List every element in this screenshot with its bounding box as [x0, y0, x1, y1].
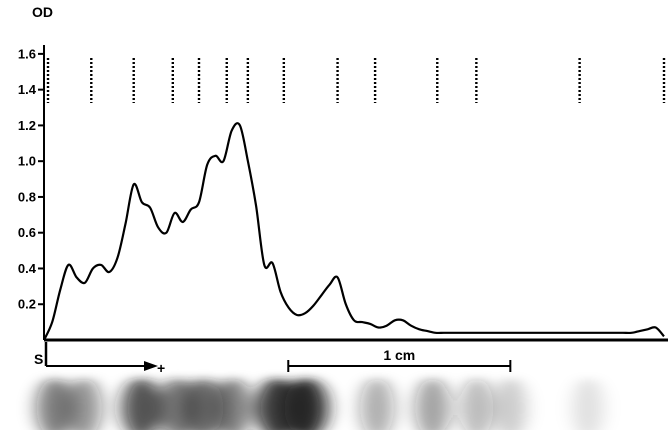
direction-label: + — [157, 360, 165, 376]
gel-strip — [36, 377, 672, 430]
y-tick-label: 0.8 — [18, 189, 36, 204]
y-tick-label: 1.2 — [18, 118, 36, 133]
start-label: S — [34, 351, 43, 367]
density-curve — [43, 122, 665, 341]
density-curve-group — [43, 122, 665, 341]
y-tick-label: 0.2 — [18, 297, 36, 312]
y-tick-label: 0.6 — [18, 225, 36, 240]
y-axis-label: OD — [32, 4, 53, 20]
scale-bar: 1 cm — [287, 347, 512, 372]
y-axis: 0.2 0.4 0.6 0.8 1.0 1.2 1.4 1.6 — [18, 44, 45, 340]
band-markers — [46, 58, 666, 103]
y-tick-label: 0.4 — [18, 261, 37, 276]
gel-band — [415, 378, 450, 430]
gel-band — [214, 378, 252, 430]
gel-band — [460, 378, 494, 430]
gel-band — [36, 378, 74, 430]
y-tick-label: 1.6 — [18, 46, 36, 61]
gel-band — [66, 378, 102, 430]
scale-bar-label: 1 cm — [383, 347, 415, 363]
gel-band — [284, 378, 328, 430]
gel-band — [494, 378, 526, 430]
gel-band — [184, 378, 224, 430]
gel-band — [360, 378, 394, 430]
direction-arrow-head — [144, 361, 158, 371]
y-tick-label: 1.0 — [18, 154, 36, 169]
y-tick-label: 1.4 — [18, 82, 37, 97]
gel-band — [121, 378, 162, 430]
gel-band — [573, 378, 604, 430]
